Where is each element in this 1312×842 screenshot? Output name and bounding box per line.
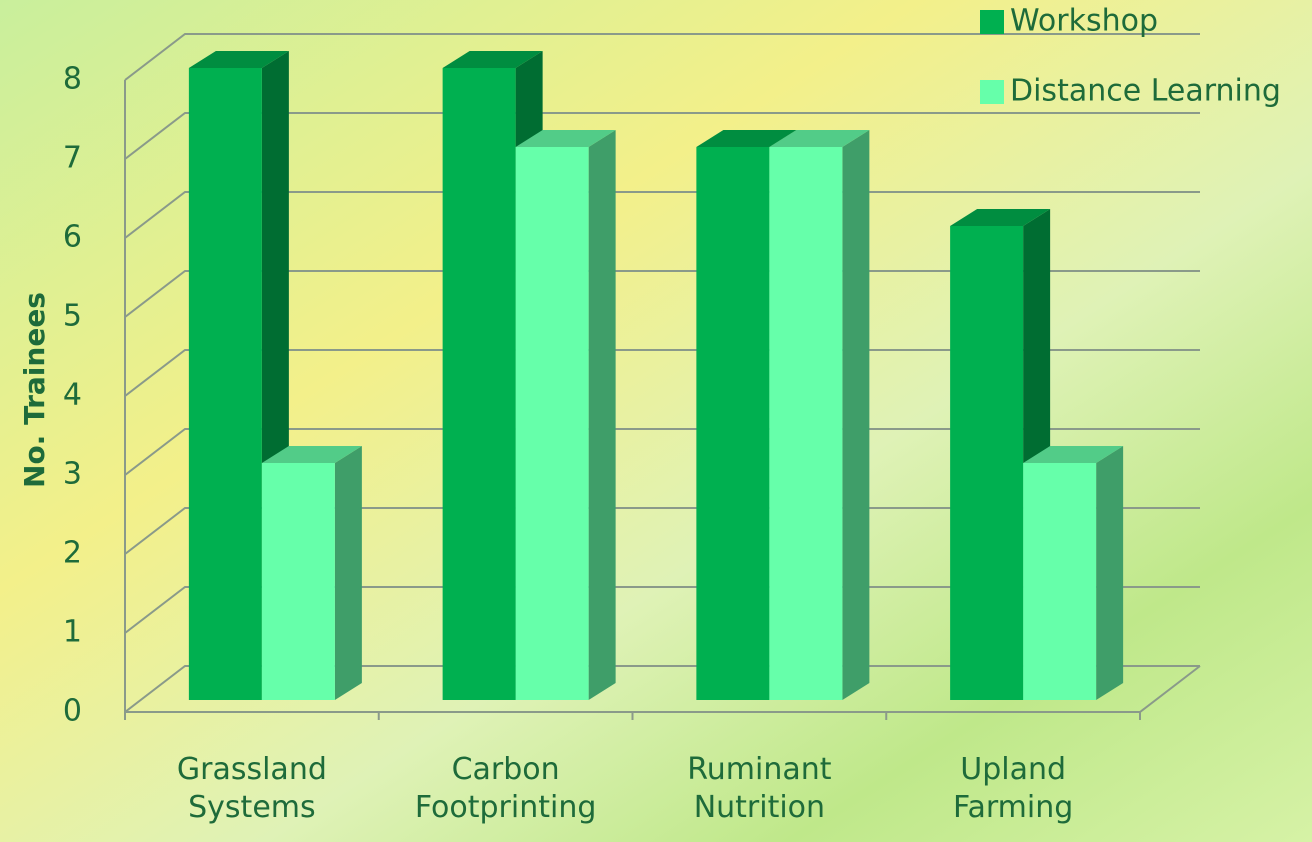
legend-swatch	[980, 80, 1004, 104]
bar-front	[950, 226, 1023, 700]
y-tick-label: 0	[63, 694, 82, 729]
y-tick-label: 7	[63, 141, 82, 176]
bar-front	[516, 147, 589, 700]
bar-front	[769, 147, 842, 700]
bar-front	[189, 68, 262, 700]
bar	[769, 130, 869, 700]
y-tick-label: 3	[63, 457, 82, 492]
bar-side	[1096, 446, 1123, 700]
legend-label: Distance Learning	[1010, 74, 1281, 109]
bar-front	[443, 68, 516, 700]
bar-side	[335, 446, 362, 700]
bar-front	[1023, 463, 1096, 700]
bar	[1023, 446, 1123, 700]
y-tick-label: 6	[63, 220, 82, 255]
y-axis-title: No. Trainees	[18, 292, 51, 488]
bar-side	[842, 130, 869, 700]
y-tick-label: 1	[63, 615, 82, 650]
bar-side	[589, 130, 616, 700]
bar-front	[262, 463, 335, 700]
y-tick-label: 5	[63, 299, 82, 334]
legend-swatch	[980, 10, 1004, 34]
legend-label: Workshop	[1010, 4, 1158, 39]
chart: No. Trainees 012345678GrasslandSystemsCa…	[0, 0, 1312, 842]
bar	[262, 446, 362, 700]
y-tick-label: 8	[63, 62, 82, 97]
bar-front	[696, 147, 769, 700]
y-tick-label: 4	[63, 378, 82, 413]
y-tick-label: 2	[63, 536, 82, 571]
bar	[516, 130, 616, 700]
